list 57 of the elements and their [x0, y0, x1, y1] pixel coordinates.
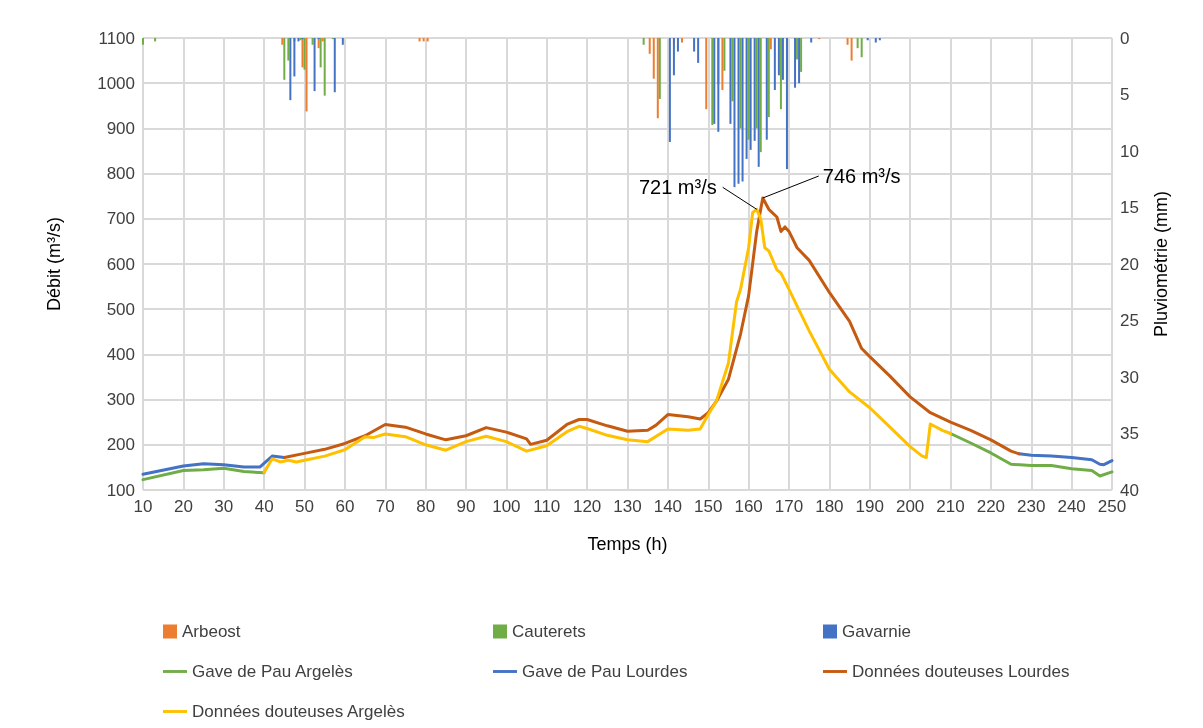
x-tick-label: 230 — [1017, 497, 1046, 516]
y2-tick-label: 20 — [1120, 254, 1139, 274]
x-tick-label: 60 — [335, 497, 355, 516]
x-tick-label: 20 — [173, 497, 193, 516]
x-tick-label: 240 — [1057, 497, 1086, 516]
y-tick-label: 200 — [106, 435, 135, 455]
x-tick-label: 30 — [214, 497, 234, 516]
y2-tick-label: 0 — [1120, 28, 1130, 48]
x-tick-label: 220 — [976, 497, 1006, 516]
x-tick-label: 210 — [936, 497, 965, 516]
x-tick-label: 50 — [295, 497, 314, 516]
x-axis-title: Temps (h) — [587, 534, 668, 554]
y-tick-label: 300 — [106, 390, 135, 410]
y2-tick-label: 10 — [1120, 141, 1139, 161]
y2-tick-label: 35 — [1120, 424, 1139, 443]
legend-label: Gave de Pau Lourdes — [522, 662, 688, 681]
y-axis-title: Débit (m³/s) — [44, 217, 64, 311]
y-tick-label: 900 — [106, 118, 135, 138]
y2-tick-label: 40 — [1120, 480, 1139, 500]
y-tick-label: 100 — [106, 480, 135, 500]
x-tick-label: 10 — [133, 497, 153, 516]
x-tick-label: 160 — [734, 497, 763, 516]
legend-label: Données douteuses Lourdes — [852, 662, 1070, 681]
y-tick-label: 800 — [106, 164, 135, 184]
x-tick-label: 180 — [815, 497, 844, 516]
y-tick-label: 1100 — [98, 28, 135, 48]
x-tick-label: 250 — [1097, 497, 1127, 516]
legend-label: Gave de Pau Argelès — [192, 662, 353, 681]
y-tick-label: 600 — [106, 254, 135, 274]
y-tick-label: 700 — [106, 209, 135, 229]
x-tick-label: 200 — [895, 497, 925, 516]
x-tick-label: 170 — [774, 497, 804, 516]
x-tick-label: 40 — [254, 497, 274, 516]
x-tick-label: 150 — [694, 497, 723, 516]
y2-tick-label: 25 — [1120, 311, 1139, 330]
y2-axis-title: Pluviométrie (mm) — [1151, 190, 1171, 338]
x-tick-label: 90 — [456, 497, 476, 516]
annotation: 721 m³/s — [638, 176, 717, 199]
x-tick-label: 190 — [855, 497, 884, 516]
legend-label: Gavarnie — [842, 622, 911, 641]
legend-label: Données douteuses Argelès — [192, 702, 405, 721]
y2-tick-label: 30 — [1120, 367, 1139, 387]
x-tick-label: 120 — [572, 497, 602, 516]
legend-label: Cauterets — [512, 622, 586, 641]
y-tick-label: 500 — [106, 299, 135, 319]
y2-tick-label: 15 — [1120, 198, 1139, 217]
y-tick-label: 1000 — [97, 73, 135, 93]
y2-tick-label: 5 — [1120, 85, 1130, 104]
x-tick-label: 110 — [533, 497, 561, 516]
y-tick-label: 400 — [106, 344, 135, 364]
x-tick-label: 100 — [492, 497, 521, 516]
x-tick-label: 70 — [375, 497, 395, 516]
x-tick-label: 130 — [613, 497, 642, 516]
x-tick-label: 140 — [653, 497, 683, 516]
x-tick-label: 80 — [416, 497, 436, 516]
annotation: 746 m³/s — [822, 165, 901, 188]
legend-label: Arbeost — [182, 622, 241, 641]
